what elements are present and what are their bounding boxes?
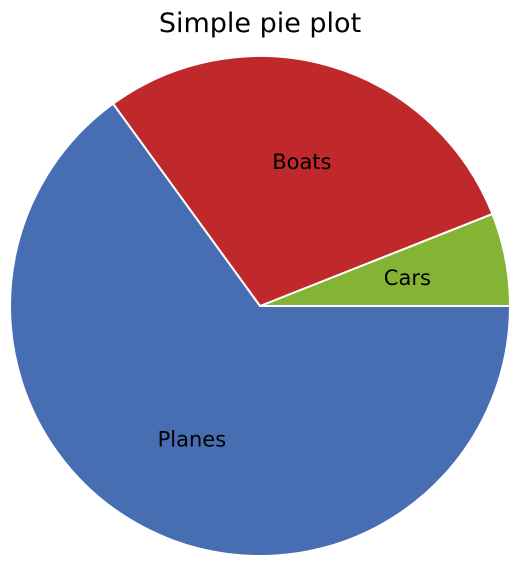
pie-slice-boats xyxy=(112,55,494,307)
slice-label-cars: Cars xyxy=(384,266,431,290)
slice-label-planes: Planes xyxy=(158,428,227,452)
pie-slice-planes xyxy=(9,102,511,558)
chart-title: Simple pie plot xyxy=(158,8,362,39)
slice-label-boats: Boats xyxy=(272,150,331,174)
